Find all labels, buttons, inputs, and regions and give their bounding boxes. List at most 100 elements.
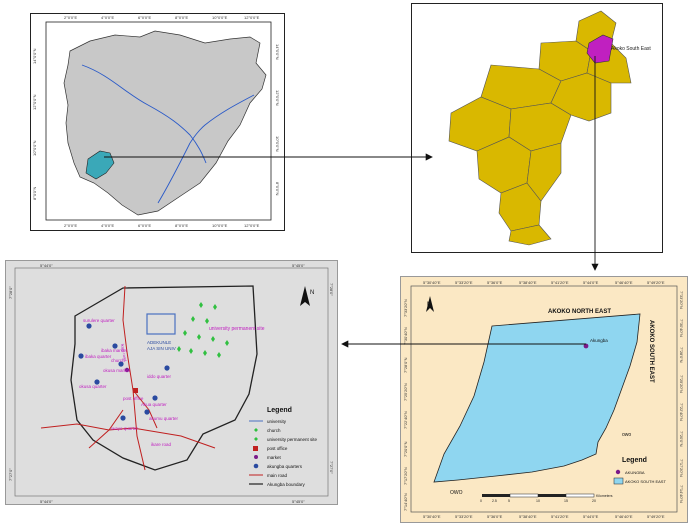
legend-item: market [267, 455, 282, 460]
adekunle-label-2: AJA SIN UNIV [147, 346, 176, 351]
main-roads [40, 285, 216, 471]
akoko-top-tick: 5°30'40"E [423, 280, 441, 285]
university-marker [146, 313, 176, 335]
owo-label-east: owo [622, 432, 631, 438]
scale-tick: 5 [508, 499, 510, 503]
akungba-legend: Legend university church university perm… [249, 407, 318, 487]
surulere-quarter-label: surulere quarter [83, 318, 115, 323]
north-label: N [427, 302, 431, 308]
quarter-legend-marker [253, 463, 259, 469]
akungba-map-panel: 5°44'0" 5°45'0" 5°44'0" 5°45'0" 7°28'0" … [5, 260, 338, 505]
university-site-label: university permanent site [209, 326, 265, 332]
nigeria-bottom-tick: 6°0'0"E [138, 223, 152, 228]
post-office-legend-marker [253, 446, 258, 451]
akungba-map: ADEKUNLE AJA SIN UNIV university permane… [14, 267, 329, 497]
akoko-bottom-tick: 5°49'20"E [647, 514, 665, 519]
akungba-town-marker [583, 343, 589, 349]
scale-tick: 0 [480, 499, 482, 503]
nigeria-map-panel: 2°0'0"E 4°0'0"E 6°0'0"E 8°0'0"E 10°0'0"E… [30, 13, 285, 231]
nigeria-top-tick: 6°0'0"E [138, 15, 152, 20]
site-legend-marker [254, 437, 258, 441]
nigeria-top-tick: 10°0'0"E [212, 15, 228, 20]
ondo-lga-coast [508, 224, 552, 246]
nigeria-outline [63, 30, 267, 216]
scale-tick: 15 [564, 499, 568, 503]
okusa-market-label: okusa market [103, 368, 131, 373]
nigeria-bottom-tick: 10°0'0"E [212, 223, 228, 228]
ikare-road-label-vertical: ikare road [120, 343, 128, 361]
nigeria-map [45, 21, 272, 221]
river-benue [189, 94, 255, 144]
akua-quarter-label: Akua quarter [141, 402, 167, 407]
iwaye-quarter-label: iwaye quarter [111, 426, 139, 431]
akungba-bottom-tick: 5°45'0" [292, 499, 305, 504]
north-label: N [310, 290, 314, 296]
akungba-quarter-markers [78, 323, 170, 421]
post-office-marker [133, 388, 138, 393]
akoko-top-tick: 5°36'0"E [487, 280, 503, 285]
akoko-south-east-label: AKOKO SOUTH EAST [648, 320, 654, 383]
adekunle-label-1: ADEKUNLE [147, 340, 171, 345]
legend-item: AKOKO SOUTH EAST [625, 479, 666, 484]
area-legend-swatch [613, 477, 624, 485]
north-arrow-icon [300, 286, 310, 306]
akungba-boundary [70, 285, 258, 471]
akoko-top-tick: 5°46'40"E [615, 280, 633, 285]
river-lower [157, 142, 191, 204]
akoko-legend: Legend AKUNGBA AKOKO SOUTH EAST [613, 457, 666, 485]
nigeria-top-tick: 8°0'0"E [175, 15, 189, 20]
nigeria-bottom-tick: 12°0'0"E [244, 223, 260, 228]
scale-tick: 2.5 [492, 499, 497, 503]
akoko-top-tick: 5°33'20"E [455, 280, 473, 285]
akoko-bottom-tick: 5°44'0"E [583, 514, 599, 519]
scale-unit-label: Kilometers [596, 494, 613, 498]
akoko-scale-bar: 0 2.5 5 10 15 20 Kilometers [480, 493, 613, 503]
nigeria-bottom-tick: 8°0'0"E [175, 223, 189, 228]
ondo-state-highlight [85, 150, 115, 180]
akoko-top-tick: 5°38'40"E [519, 280, 537, 285]
nigeria-top-tick: 4°0'0"E [101, 15, 115, 20]
legend-item: post office [267, 446, 288, 451]
akoko-bottom-tick: 5°38'40"E [519, 514, 537, 519]
akoko-bottom-tick: 5°36'0"E [487, 514, 503, 519]
akoko-bottom-tick: 5°46'40"E [615, 514, 633, 519]
legend-item: Akungba boundary [267, 482, 306, 487]
okusa-quarter-label: okusa quarter [79, 384, 107, 389]
legend-item: main road [267, 473, 288, 478]
iddo-quarter-label: iddo quarter [147, 374, 172, 379]
akumu-quarter-label: akumu quarter [149, 416, 179, 421]
scale-tick: 10 [536, 499, 540, 503]
ondo-lga-south-c [526, 142, 562, 202]
akungba-top-tick: 5°44'0" [40, 263, 53, 268]
akungba-town-label: Akungba [590, 338, 608, 343]
akungba-bottom-tick: 5°44'0" [40, 499, 53, 504]
nigeria-bottom-tick: 4°0'0"E [101, 223, 115, 228]
akoko-south-east-map: N AKOKO NORTH EAST AKOKO SOUTH EAST owo … [410, 285, 678, 513]
ondo-state-map-panel: Akoko South East [411, 3, 663, 253]
akoko-top-tick: 5°41'20"E [551, 280, 569, 285]
akoko-south-east-label: Akoko South East [611, 46, 651, 52]
legend-item: university permanent site [267, 437, 318, 442]
akoko-bottom-tick: 5°41'20"E [551, 514, 569, 519]
akungba-legend-marker [615, 469, 621, 475]
legend-item: akungba quarters [267, 464, 303, 469]
legend-item: AKUNGBA [625, 470, 645, 475]
market-marker [124, 367, 130, 373]
akoko-bottom-tick: 5°30'40"E [423, 514, 441, 519]
north-arrow-icon [426, 296, 434, 312]
legend-item: church [267, 428, 281, 433]
akoko-south-east-highlight [586, 34, 614, 64]
nigeria-bottom-tick: 2°0'0"E [64, 223, 78, 228]
akoko-top-tick: 5°44'0"E [583, 280, 599, 285]
ondo-state-map: Akoko South East [448, 10, 651, 246]
akoko-top-tick: 5°49'20"E [647, 280, 665, 285]
post-office-label: post office [123, 396, 144, 401]
church-label: church [111, 358, 125, 363]
akoko-bottom-tick: 5°33'20"E [455, 514, 473, 519]
nigeria-top-tick: 2°0'0"E [64, 15, 78, 20]
akoko-south-east-area [433, 313, 641, 483]
akoko-north-east-label: AKOKO NORTH EAST [548, 309, 611, 315]
legend-title: Legend [267, 407, 292, 414]
legend-title: Legend [622, 457, 647, 464]
church-legend-marker [254, 428, 258, 432]
